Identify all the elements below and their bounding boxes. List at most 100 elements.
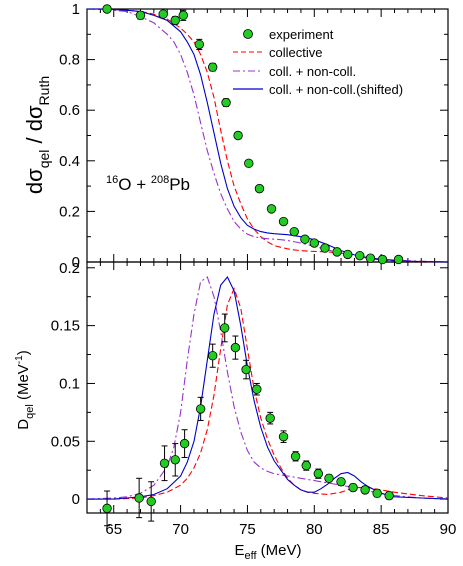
legend-label-coll-noncoll: coll. + non-coll. xyxy=(269,64,356,79)
bottom-data-point xyxy=(220,323,230,333)
bottom-data-point xyxy=(313,468,324,479)
bottom-y-tick-label: 0 xyxy=(72,491,80,508)
top-ylabel-sub2: Ruth xyxy=(36,76,52,106)
legend-entry-coll-noncoll-shifted: coll. + non-coll.(shifted) xyxy=(233,82,403,97)
top-y-tick-label: 0 xyxy=(72,254,80,271)
bottom-data-point xyxy=(241,364,251,375)
system-mass-2: 208 xyxy=(151,174,169,186)
bottom-curve-coll-non-coll-shifted xyxy=(87,275,449,500)
bottom-data-point xyxy=(336,477,346,487)
bottom-y-tick-label: 0.15 xyxy=(51,318,80,335)
top-curve-coll-non-coll-shifted xyxy=(87,8,449,263)
top-data-point xyxy=(244,158,254,169)
x-tick-label: 80 xyxy=(306,521,323,538)
top-ylabel-sub1: qel xyxy=(36,150,52,169)
top-data-point xyxy=(221,97,231,108)
top-data-point xyxy=(289,226,299,237)
system-element-2: Pb xyxy=(169,175,190,194)
bottom-y-tick-label: 0.2 xyxy=(59,260,80,277)
top-data-point xyxy=(377,254,388,265)
top-data-point xyxy=(207,62,218,72)
bottom-curve-coll-non-coll xyxy=(86,276,449,500)
top-y-axis-label: dσqel / dσRuth xyxy=(22,76,52,194)
legend-marker-experiment xyxy=(243,29,253,39)
top-data-point xyxy=(300,234,310,244)
xlabel-rest: (MeV) xyxy=(257,542,302,559)
bottom-ylabel-rest: (MeV xyxy=(15,364,32,404)
bottom-plot-area xyxy=(86,275,449,527)
top-data-point xyxy=(332,247,342,257)
x-tick-label: 65 xyxy=(105,521,122,538)
x-tick-label: 90 xyxy=(440,521,457,538)
bottom-data-point xyxy=(372,488,382,499)
legend-entry-coll-noncoll: coll. + non-coll. xyxy=(233,64,356,79)
bottom-data-point xyxy=(102,503,112,514)
top-plot-area xyxy=(86,4,449,265)
top-data-point xyxy=(266,204,277,214)
top-data-point xyxy=(158,9,168,19)
top-data-point xyxy=(365,253,376,263)
bottom-ylabel-sub: qel xyxy=(24,404,36,419)
top-data-point xyxy=(309,238,319,248)
bottom-data-point xyxy=(159,458,170,468)
top-y-tick-label: 0.2 xyxy=(59,203,80,220)
bottom-plot-frame xyxy=(86,261,449,514)
bottom-data-point xyxy=(265,413,275,423)
top-data-point xyxy=(278,216,289,227)
bottom-ylabel-close: ) xyxy=(15,350,32,355)
top-data-point xyxy=(343,249,353,260)
top-data-point xyxy=(170,15,180,26)
xlabel-sub: eff xyxy=(244,550,257,562)
bottom-y-tick-label: 0.1 xyxy=(59,375,80,392)
bottom-data-point xyxy=(134,493,144,503)
system-element-1: O + xyxy=(118,175,151,194)
bottom-axes: 65 70 75 80 85 90 0 0.05 0.1 0.15 0.2 xyxy=(51,260,457,538)
top-curve-collective xyxy=(87,8,449,263)
bottom-data-point xyxy=(170,455,180,465)
bottom-y-tick-label: 0.05 xyxy=(51,433,80,450)
bottom-data-point xyxy=(290,451,301,462)
bottom-data-point xyxy=(146,496,156,507)
xlabel-main: E xyxy=(234,542,244,559)
top-axes: 0 0.2 0.4 0.6 0.8 1 xyxy=(59,1,449,271)
bottom-data-point xyxy=(179,438,190,449)
bottom-y-axis-label: Dqel (MeV-1) xyxy=(14,350,36,429)
top-data-point xyxy=(194,39,205,50)
x-axis-label: Eeff (MeV) xyxy=(234,542,301,562)
reaction-system-label: 16O + 208Pb xyxy=(106,174,190,194)
bottom-data-point xyxy=(348,482,358,493)
top-y-tick-label: 0.8 xyxy=(59,52,80,69)
legend: experiment collective coll. + non-coll. … xyxy=(233,27,403,97)
bottom-data-point xyxy=(195,404,206,414)
top-data-point xyxy=(178,10,188,21)
top-data-point xyxy=(393,254,404,265)
top-data-point xyxy=(254,183,265,194)
top-data-point xyxy=(135,10,146,21)
top-y-tick-label: 0.6 xyxy=(59,102,80,119)
bottom-data-point xyxy=(324,473,334,483)
legend-entry-collective: collective xyxy=(233,45,322,60)
legend-label-experiment: experiment xyxy=(269,27,334,42)
bottom-ylabel-main: D xyxy=(15,419,32,430)
top-data-point xyxy=(102,4,112,14)
bottom-data-point xyxy=(278,431,289,442)
top-curve-coll-non-coll xyxy=(86,8,449,263)
bottom-data-point xyxy=(360,485,370,495)
top-ylabel-main: dσ xyxy=(22,168,47,194)
top-data-point xyxy=(320,243,330,253)
x-tick-label: 70 xyxy=(172,521,189,538)
top-data-point xyxy=(355,250,365,261)
bottom-data-point xyxy=(384,490,394,501)
legend-entry-experiment: experiment xyxy=(243,27,334,42)
top-y-tick-label: 1 xyxy=(72,1,80,18)
bottom-data-point xyxy=(230,342,241,353)
top-y-tick-label: 0.4 xyxy=(59,153,80,170)
bottom-data-point xyxy=(207,350,218,361)
x-tick-label: 75 xyxy=(239,521,256,538)
top-data-point xyxy=(233,130,243,141)
bottom-ylabel-sup: -1 xyxy=(14,355,25,364)
bottom-data-point xyxy=(252,384,262,394)
system-mass-1: 16 xyxy=(106,174,118,186)
x-tick-label: 85 xyxy=(373,521,390,538)
